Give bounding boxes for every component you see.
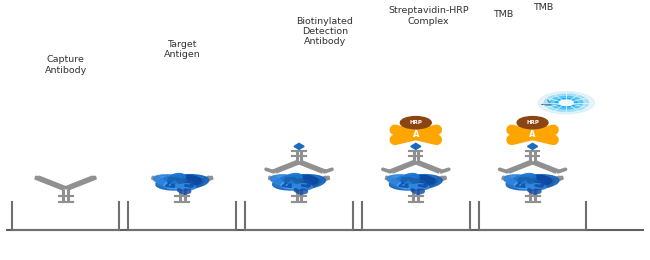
Ellipse shape xyxy=(415,176,435,184)
Text: HRP: HRP xyxy=(526,120,539,125)
Ellipse shape xyxy=(156,175,209,190)
Ellipse shape xyxy=(290,177,320,190)
Circle shape xyxy=(538,92,594,114)
Ellipse shape xyxy=(284,173,302,184)
Ellipse shape xyxy=(406,177,437,190)
Text: HRP: HRP xyxy=(410,120,422,125)
Ellipse shape xyxy=(515,180,545,189)
Ellipse shape xyxy=(173,177,204,190)
Ellipse shape xyxy=(270,175,309,187)
Ellipse shape xyxy=(523,177,554,190)
Polygon shape xyxy=(528,143,538,150)
Ellipse shape xyxy=(167,173,185,184)
Ellipse shape xyxy=(281,180,311,189)
Text: TMB: TMB xyxy=(533,3,553,12)
Ellipse shape xyxy=(517,173,536,184)
Ellipse shape xyxy=(387,175,426,187)
Text: A: A xyxy=(529,130,536,139)
Ellipse shape xyxy=(298,176,318,184)
Ellipse shape xyxy=(504,175,543,187)
Ellipse shape xyxy=(272,175,326,190)
Text: TMB: TMB xyxy=(493,10,514,19)
Ellipse shape xyxy=(164,180,194,189)
Polygon shape xyxy=(294,143,304,150)
Ellipse shape xyxy=(181,176,202,184)
Text: Capture
Antibody: Capture Antibody xyxy=(44,55,86,75)
Ellipse shape xyxy=(532,176,552,184)
Ellipse shape xyxy=(506,175,559,190)
Ellipse shape xyxy=(398,180,428,189)
Polygon shape xyxy=(411,143,421,150)
Ellipse shape xyxy=(409,183,429,190)
Circle shape xyxy=(400,116,431,129)
Ellipse shape xyxy=(389,175,442,190)
Text: Biotinylated
Detection
Antibody: Biotinylated Detection Antibody xyxy=(296,17,354,46)
Text: A: A xyxy=(413,130,419,139)
Ellipse shape xyxy=(525,183,546,190)
Circle shape xyxy=(559,100,573,106)
Circle shape xyxy=(550,96,582,109)
Ellipse shape xyxy=(292,183,313,190)
Circle shape xyxy=(556,99,577,107)
Circle shape xyxy=(544,94,588,112)
Ellipse shape xyxy=(153,175,193,187)
Text: Target
Antigen: Target Antigen xyxy=(164,40,201,59)
Circle shape xyxy=(517,116,548,129)
Ellipse shape xyxy=(175,183,196,190)
Ellipse shape xyxy=(400,173,419,184)
Text: Streptavidin-HRP
Complex: Streptavidin-HRP Complex xyxy=(389,6,469,26)
